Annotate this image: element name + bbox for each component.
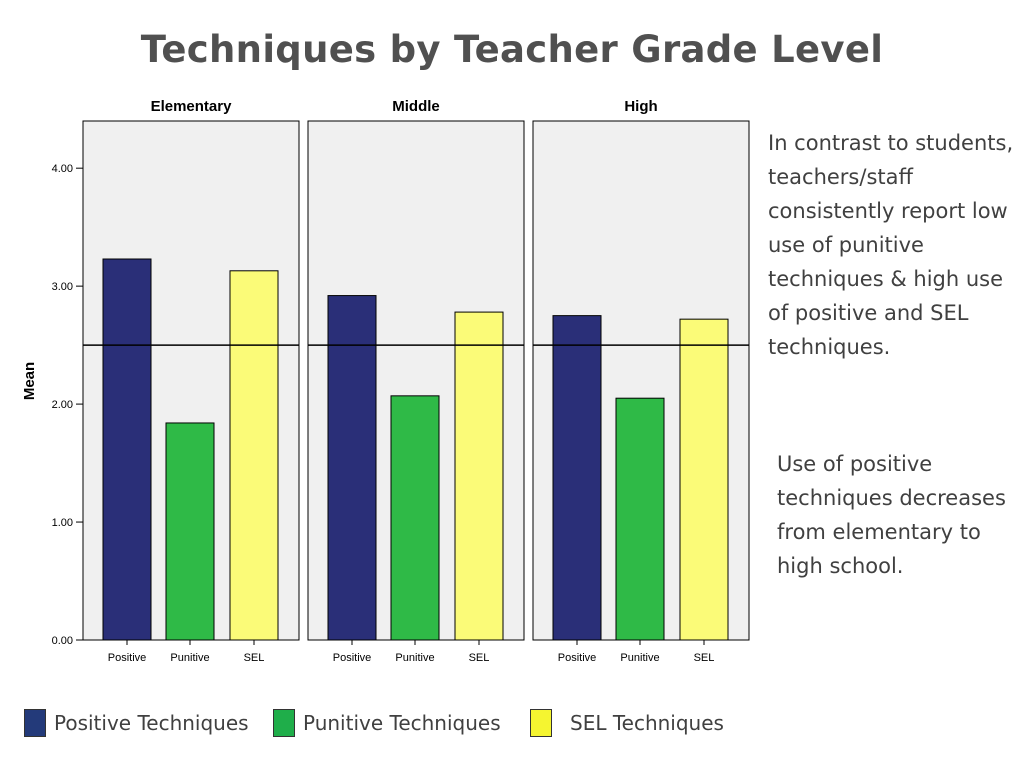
panel-title: Elementary — [151, 98, 233, 115]
x-tick-label: Positive — [108, 652, 147, 664]
y-tick-label: 0.00 — [52, 635, 73, 647]
bar-punitive — [615, 397, 665, 641]
bar-positive — [327, 295, 377, 641]
x-tick-label: Punitive — [620, 652, 659, 664]
panel-middle: Middle Positive Punitive SEL — [307, 98, 525, 664]
legend-swatch-sel — [530, 709, 552, 737]
legend-swatch-punitive — [273, 709, 295, 737]
bar-positive — [102, 258, 152, 641]
bar-punitive — [165, 422, 215, 641]
x-tick-label: Punitive — [170, 652, 209, 664]
legend-label-positive: Positive Techniques — [54, 711, 249, 735]
note-contrast: In contrast to students, teachers/staff … — [768, 131, 1014, 359]
panel-elementary: Elementary Positive Punitive SEL — [82, 98, 300, 664]
y-axis-label: Mean — [21, 362, 38, 400]
note-decrease: Use of positive techniques decreases fro… — [777, 452, 1006, 578]
legend-item-positive: Positive Techniques — [24, 706, 249, 740]
bar-sel — [454, 311, 504, 641]
panel-title: High — [624, 98, 657, 115]
x-tick-label: Punitive — [395, 652, 434, 664]
chart-panels: Elementary Positive Punitive SEL Middle Posit… — [82, 98, 750, 664]
x-tick-label: Positive — [333, 652, 372, 664]
x-tick-label: SEL — [694, 652, 715, 664]
y-tick-label: 3.00 — [52, 281, 73, 293]
panel-high: High Positive Punitive SEL — [532, 98, 750, 664]
bar-sel — [229, 270, 279, 641]
x-tick-label: Positive — [558, 652, 597, 664]
y-tick-label: 4.00 — [52, 163, 73, 175]
y-tick-label: 2.00 — [52, 399, 73, 411]
bar-positive — [552, 315, 602, 641]
bar-chart: Mean 0.00 1.00 2.00 3.00 4.00 Elementary Posi… — [21, 98, 750, 664]
legend-item-punitive: Punitive Techniques — [273, 706, 501, 740]
x-tick-label: SEL — [469, 652, 490, 664]
legend-swatch-positive — [24, 709, 46, 737]
slide-title: Techniques by Teacher Grade Level — [140, 28, 884, 71]
panel-title: Middle — [392, 98, 440, 115]
y-axis: 0.00 1.00 2.00 3.00 4.00 — [52, 163, 83, 647]
legend-label-sel: SEL Techniques — [570, 711, 724, 735]
bar-sel — [679, 318, 729, 641]
bar-punitive — [390, 395, 440, 641]
y-tick-label: 1.00 — [52, 517, 73, 529]
legend-label-punitive: Punitive Techniques — [303, 711, 501, 735]
x-tick-label: SEL — [244, 652, 265, 664]
legend-item-sel: SEL Techniques — [530, 706, 724, 740]
